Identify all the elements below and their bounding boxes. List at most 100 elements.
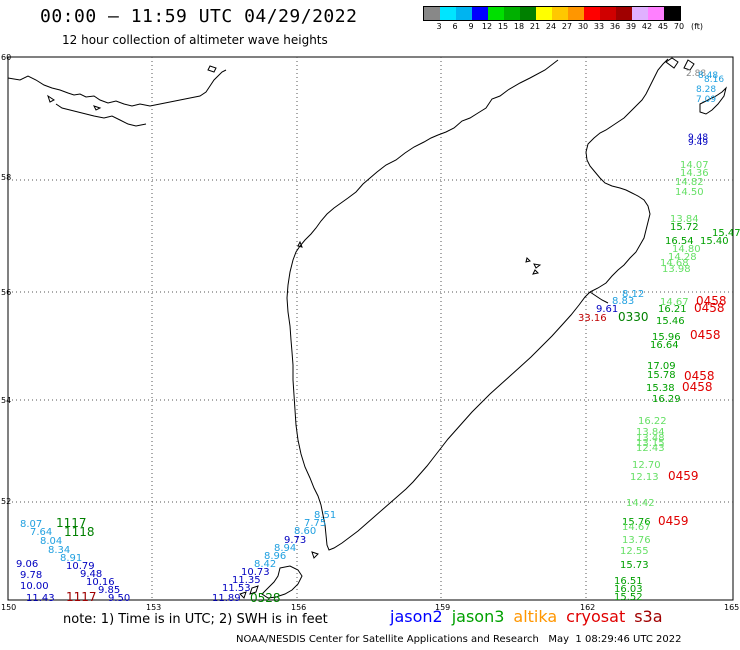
wave-height-label: 13.84 — [670, 214, 699, 225]
wave-height-label: 10.73 — [241, 567, 270, 578]
lon-label: 150 — [1, 603, 16, 612]
wave-height-label: 13.48 — [636, 433, 665, 444]
wave-height-label: 8.04 — [40, 536, 62, 547]
wave-height-label: 1118 — [64, 525, 95, 539]
legend-label: 36 — [609, 22, 621, 31]
wave-height-label: 8.60 — [294, 526, 316, 537]
wave-height-label: 14.42 — [626, 498, 655, 509]
wave-height-label: 12.55 — [620, 546, 649, 557]
wave-height-label: 16.21 — [658, 304, 687, 315]
wave-height-label: 15.38 — [646, 383, 675, 394]
wave-height-label: 8.94 — [274, 543, 296, 554]
legend-swatch — [472, 7, 488, 20]
legend-swatch — [664, 7, 680, 20]
wave-height-label: 16.03 — [614, 584, 643, 595]
legend-label: 24 — [545, 22, 557, 31]
lat-label: 52 — [1, 497, 11, 506]
page-subtitle: 12 hour collection of altimeter wave hei… — [62, 33, 328, 47]
wave-height-label: 8.83 — [612, 296, 634, 307]
wave-height-label: 9.48 — [80, 569, 102, 580]
wave-height-label: 16.22 — [638, 416, 667, 427]
legend-swatch — [488, 7, 504, 20]
wave-height-label: 0459 — [658, 514, 689, 528]
legend-swatch — [536, 7, 552, 20]
wave-height-label: 2.88 — [686, 69, 706, 79]
legend-label: 30 — [577, 22, 589, 31]
lat-label: 58 — [1, 173, 11, 182]
wave-height-label: 12.13 — [630, 472, 659, 483]
legend-label: 6 — [452, 22, 458, 31]
wave-height-label: 15.40 — [700, 236, 729, 247]
wave-height-label: 14.36 — [680, 168, 709, 179]
wave-height-label: 7.75 — [304, 518, 326, 529]
wave-height-label: 13.15 — [636, 438, 665, 449]
wave-height-label: 15.73 — [620, 560, 649, 571]
wave-height-label: 1117 — [66, 590, 97, 604]
legend-swatch — [584, 7, 600, 20]
wave-height-label: 16.64 — [650, 340, 679, 351]
footer-note: note: 1) Time is in UTC; 2) SWH is in fe… — [63, 612, 328, 627]
lat-label: 54 — [1, 396, 11, 405]
wave-height-label: 0458 — [696, 294, 727, 308]
wave-height-label: 9.85 — [98, 585, 120, 596]
wave-height-label: 33.16 — [578, 313, 607, 324]
wave-height-label: 0528 — [250, 591, 281, 605]
map-frame — [7, 56, 734, 601]
wave-height-label: 8.16 — [704, 75, 724, 85]
legend-swatch — [520, 7, 536, 20]
wave-height-label: 12.70 — [632, 460, 661, 471]
mission-legend-item: cryosat — [566, 607, 626, 626]
wave-height-label: 14.80 — [672, 244, 701, 255]
lon-label: 165 — [724, 603, 739, 612]
wave-height-label: 14.50 — [675, 187, 704, 198]
lon-label: 162 — [580, 603, 595, 612]
lat-label: 56 — [1, 288, 11, 297]
coastline-northwest — [7, 65, 227, 127]
wave-height-label: 10.16 — [86, 577, 115, 588]
wave-height-label: 8.12 — [622, 289, 644, 300]
mission-legend-item: altika — [513, 607, 558, 626]
wave-height-label: 7.09 — [696, 95, 716, 105]
wave-height-label: 10.00 — [20, 581, 49, 592]
lat-label: 60 — [1, 53, 11, 62]
wave-height-label: 13.98 — [662, 264, 691, 275]
wave-height-label: 8.07 — [20, 519, 42, 530]
wave-height-label: 9.61 — [596, 304, 618, 315]
lon-label: 159 — [435, 603, 450, 612]
wave-height-label: 9.48 — [688, 133, 708, 143]
legend-label: 42 — [641, 22, 653, 31]
wave-height-label: 15.46 — [656, 316, 685, 327]
legend-swatch — [568, 7, 584, 20]
mission-legend-item: s3a — [634, 607, 663, 626]
wave-height-label: 1117 — [56, 516, 87, 530]
legend-label: 39 — [625, 22, 637, 31]
wave-height-label: 14.67 — [622, 522, 651, 533]
legend-swatch — [632, 7, 648, 20]
wave-height-label: 8.96 — [264, 551, 286, 562]
wave-height-label: 9.49 — [688, 138, 708, 148]
axis-labels: 60 58 56 54 52 150 153 156 159 162 165 — [1, 53, 739, 612]
lon-label: 156 — [291, 603, 306, 612]
wave-height-label: 16.54 — [665, 236, 694, 247]
legend-swatch — [648, 7, 664, 20]
legend-swatch — [424, 7, 440, 20]
legend-swatch — [440, 7, 456, 20]
legend-swatch — [552, 7, 568, 20]
wave-height-label: 15.47 — [712, 228, 740, 239]
wave-height-label: 14.28 — [668, 252, 697, 263]
wave-height-label: 9.50 — [108, 593, 130, 604]
wave-height-label: 9.06 — [16, 559, 38, 570]
wave-height-label: 14.82 — [675, 177, 704, 188]
wave-height-label: 0458 — [694, 301, 725, 315]
wave-height-label: 10.79 — [66, 561, 95, 572]
wave-height-label: 11.89 — [212, 593, 241, 604]
wave-height-label: 8.91 — [60, 553, 82, 564]
wave-height-label: 11.35 — [232, 575, 261, 586]
wave-height-label: 8.42 — [254, 559, 276, 570]
wave-height-label: 0459 — [668, 469, 699, 483]
kuril-islands — [239, 551, 319, 599]
legend-swatch — [456, 7, 472, 20]
wave-height-label: 9.73 — [284, 535, 306, 546]
footer-credit: NOAA/NESDIS Center for Satellite Applica… — [236, 634, 682, 645]
